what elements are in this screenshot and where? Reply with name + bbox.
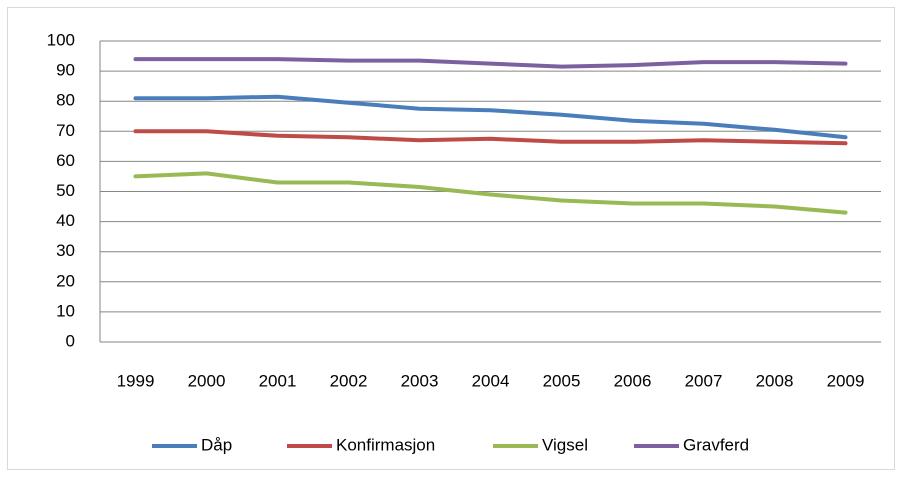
x-tick-label: 2003: [401, 371, 439, 390]
x-tick-label: 2001: [259, 371, 297, 390]
legend-label: Konfirmasjon: [336, 435, 435, 454]
y-tick-label: 40: [56, 211, 75, 230]
series-line: [133, 129, 848, 146]
x-tick-label: 2005: [543, 371, 581, 390]
x-tick-label: 2008: [756, 371, 794, 390]
series-line: [133, 94, 848, 140]
y-tick-label: 70: [56, 121, 75, 140]
legend-label: Dåp: [201, 435, 232, 454]
x-tick-label: 2002: [330, 371, 368, 390]
chart-frame: [7, 7, 895, 470]
x-tick-label: 2006: [614, 371, 652, 390]
legend-label: Vigsel: [542, 435, 588, 454]
y-tick-label: 50: [56, 181, 75, 200]
y-tick-label: 100: [47, 30, 75, 49]
series-line: [133, 57, 848, 69]
x-tick-label: 2007: [685, 371, 723, 390]
y-tick-label: 10: [56, 301, 75, 320]
legend-label: Gravferd: [683, 435, 749, 454]
series-line: [133, 171, 848, 215]
x-tick-label: 2000: [188, 371, 226, 390]
x-tick-label: 1999: [117, 371, 155, 390]
y-tick-label: 60: [56, 151, 75, 170]
x-tick-label: 2009: [827, 371, 865, 390]
y-tick-label: 90: [56, 61, 75, 80]
y-tick-label: 80: [56, 91, 75, 110]
y-tick-label: 30: [56, 241, 75, 260]
y-tick-label: 0: [66, 331, 75, 350]
x-tick-label: 2004: [472, 371, 510, 390]
y-tick-label: 20: [56, 271, 75, 290]
